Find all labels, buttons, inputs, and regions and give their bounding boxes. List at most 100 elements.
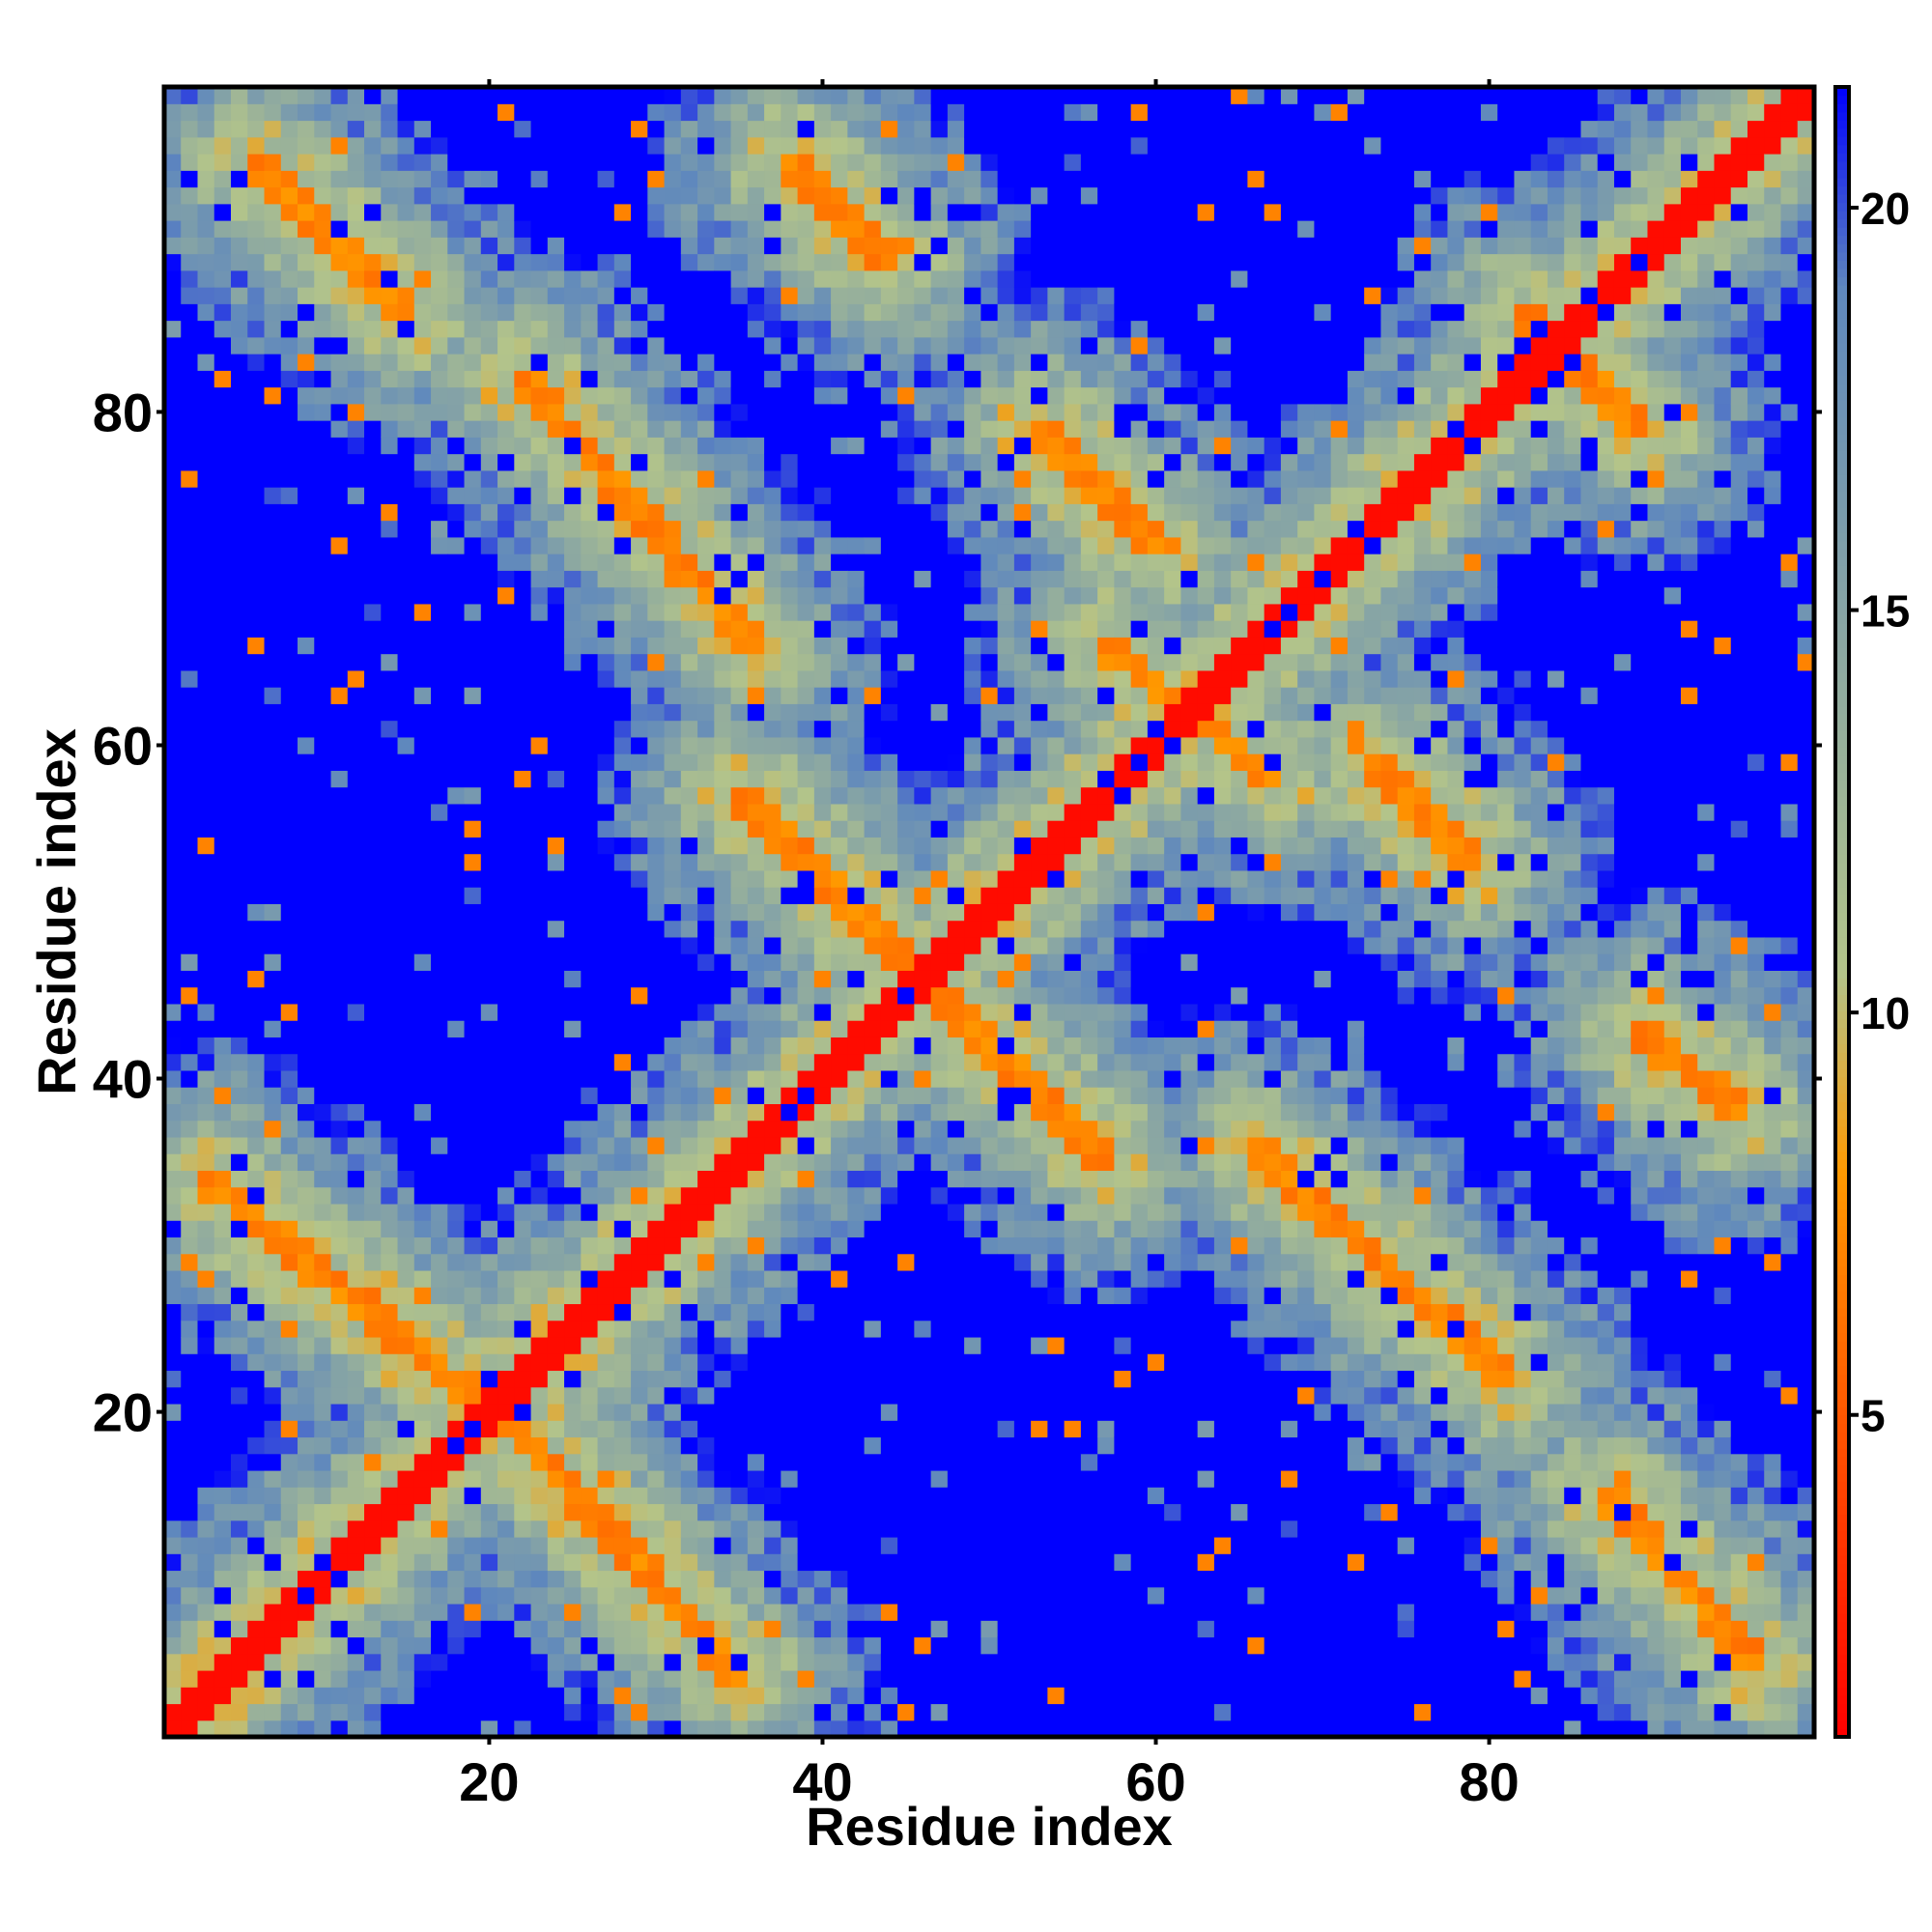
heatmap-cell (664, 1370, 682, 1388)
heatmap-cell (497, 820, 515, 838)
heatmap-cell (564, 1719, 582, 1738)
heatmap-cell (714, 953, 732, 971)
heatmap-cell (298, 1020, 315, 1037)
heatmap-cell (930, 1153, 949, 1172)
heatmap-cell (314, 970, 332, 988)
heatmap-cell (631, 469, 648, 488)
heatmap-cell (730, 1453, 749, 1471)
heatmap-cell (347, 1719, 365, 1738)
heatmap-cell (664, 554, 682, 571)
heatmap-cell (164, 1570, 182, 1588)
heatmap-cell (947, 386, 965, 405)
heatmap-cell (930, 253, 949, 271)
heatmap-cell (613, 237, 632, 255)
heatmap-cell (314, 270, 332, 288)
heatmap-cell (781, 1186, 799, 1205)
heatmap-cell (547, 370, 565, 388)
heatmap-cell (680, 803, 698, 821)
heatmap-cell (947, 1287, 965, 1305)
heatmap-cell (547, 1287, 565, 1305)
heatmap-cell (181, 437, 199, 455)
heatmap-cell (997, 970, 1015, 988)
heatmap-cell (164, 370, 182, 388)
heatmap-cell (564, 637, 582, 655)
heatmap-cell (664, 287, 682, 304)
heatmap-cell (530, 1136, 549, 1154)
heatmap-cell (347, 1303, 365, 1321)
heatmap-cell (680, 1003, 698, 1021)
heatmap-cell (964, 520, 981, 538)
heatmap-cell (364, 1653, 382, 1671)
heatmap-cell (381, 853, 399, 871)
heatmap-cell (280, 1370, 298, 1388)
heatmap-cell (464, 920, 482, 938)
heatmap-cell (231, 403, 248, 421)
heatmap-cell (980, 687, 999, 704)
heatmap-cell (547, 1336, 565, 1354)
heatmap-cell (714, 920, 732, 938)
heatmap-cell (980, 570, 999, 588)
heatmap-cell (847, 570, 866, 588)
heatmap-cell (680, 220, 698, 238)
heatmap-cell (980, 1570, 999, 1588)
heatmap-cell (164, 1336, 182, 1354)
heatmap-cell (364, 520, 382, 538)
heatmap-cell (697, 503, 715, 522)
heatmap-cell (581, 903, 599, 922)
heatmap-cell (564, 220, 582, 238)
heatmap-cell (381, 1436, 399, 1455)
heatmap-cell (364, 820, 382, 838)
heatmap-cell (480, 487, 498, 504)
heatmap-cell (831, 1636, 848, 1655)
heatmap-cell (980, 420, 999, 438)
heatmap-cell (714, 554, 732, 571)
heatmap-cell (347, 237, 365, 255)
heatmap-cell (547, 1586, 565, 1605)
heatmap-cell (330, 1370, 349, 1388)
heatmap-cell (164, 653, 182, 671)
heatmap-cell (831, 1719, 848, 1738)
heatmap-cell (980, 469, 999, 488)
heatmap-cell (714, 1620, 732, 1638)
heatmap-cell (397, 203, 415, 221)
heatmap-cell (647, 820, 666, 838)
heatmap-cell (647, 1353, 666, 1372)
heatmap-cell (381, 1020, 399, 1037)
heatmap-cell (781, 1403, 799, 1421)
heatmap-cell (280, 837, 298, 855)
heatmap-cell (381, 970, 399, 988)
heatmap-cell (298, 320, 315, 338)
heatmap-cell (980, 1653, 999, 1671)
heatmap-cell (930, 1186, 949, 1205)
heatmap-cell (213, 703, 232, 722)
heatmap-cell (564, 386, 582, 405)
heatmap-cell (547, 853, 565, 871)
heatmap-cell (364, 437, 382, 455)
heatmap-cell (197, 920, 215, 938)
heatmap-cell (213, 720, 232, 738)
heatmap-cell (781, 970, 799, 988)
heatmap-cell (447, 1536, 466, 1554)
heatmap-cell (181, 1520, 199, 1538)
heatmap-cell (347, 1336, 365, 1354)
heatmap-cell (930, 1620, 949, 1638)
heatmap-cell (613, 620, 632, 638)
heatmap-cell (364, 653, 382, 671)
heatmap-cell (947, 869, 965, 888)
heatmap-cell (247, 853, 266, 871)
heatmap-cell (530, 1353, 549, 1372)
heatmap-cell (464, 103, 482, 122)
heatmap-cell (280, 903, 298, 922)
heatmap-cell (547, 1553, 565, 1572)
heatmap-cell (431, 1487, 448, 1505)
heatmap-cell (813, 554, 832, 571)
heatmap-cell (647, 203, 666, 221)
heatmap-cell (613, 1003, 632, 1021)
heatmap-cell (880, 437, 898, 455)
heatmap-cell (647, 1203, 666, 1221)
heatmap-cell (764, 170, 781, 188)
heatmap-cell (813, 1037, 832, 1055)
heatmap-cell (497, 1087, 515, 1104)
heatmap-cell (813, 803, 832, 821)
heatmap-cell (980, 1203, 999, 1221)
